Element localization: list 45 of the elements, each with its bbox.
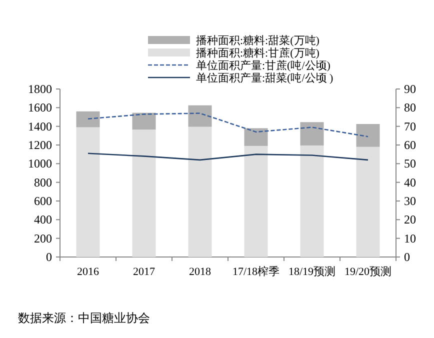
bar (244, 146, 268, 257)
legend-label: 单位面积产量:甜菜(吨/公顷 ) (196, 72, 334, 84)
legend-label: 单位面积产量:甘蔗(吨/公顷) (196, 59, 331, 72)
y-tick-label: 1000 (28, 156, 52, 171)
y2-tick-label: 0 (404, 250, 410, 264)
line-series (87, 112, 369, 138)
y-tick-label: 1400 (28, 119, 52, 134)
y-tick-label: 400 (34, 212, 52, 227)
x-tick-label: 18/19预测 (288, 266, 336, 278)
y2-tick-label: 30 (404, 194, 416, 208)
bar (356, 124, 380, 147)
y-tick-label: 1200 (28, 138, 52, 152)
y-tick-label: 600 (34, 194, 52, 208)
bar (300, 145, 324, 257)
y2-tick-label: 70 (404, 119, 416, 134)
y2-tick-label: 20 (404, 212, 416, 227)
y2-tick-label: 40 (404, 175, 416, 190)
bar (188, 126, 212, 257)
y-tick-label: 1800 (28, 82, 52, 96)
bar (76, 111, 100, 128)
bar (244, 128, 268, 146)
y2-tick-label: 60 (404, 138, 416, 152)
x-tick-label: 19/20预测 (344, 266, 392, 278)
y-tick-label: 0 (46, 250, 52, 264)
legend-label: 播种面积:糖料:甜菜(万吨) (196, 34, 320, 47)
x-tick-label: 2016 (77, 266, 100, 278)
y2-tick-label: 80 (404, 100, 416, 115)
bar (132, 112, 156, 130)
y2-tick-label: 50 (404, 156, 416, 171)
bar (300, 122, 324, 146)
x-tick-label: 17/18榨季 (232, 265, 280, 278)
bar (356, 146, 380, 257)
y2-tick-label: 10 (404, 231, 416, 246)
y-tick-label: 800 (34, 175, 52, 190)
y2-tick-label: 90 (404, 82, 416, 96)
bar (132, 130, 156, 257)
bar (76, 127, 100, 257)
x-tick-label: 2018 (189, 266, 212, 278)
x-tick-label: 2017 (133, 266, 156, 278)
legend-label: 播种面积:糖料:甘蔗(万吨) (196, 46, 320, 60)
bar (188, 105, 212, 127)
line-series (87, 152, 369, 161)
y-tick-label: 200 (34, 231, 52, 246)
source-note: 数据来源：中国糖业协会 (18, 311, 150, 325)
y-tick-label: 1600 (28, 100, 52, 115)
